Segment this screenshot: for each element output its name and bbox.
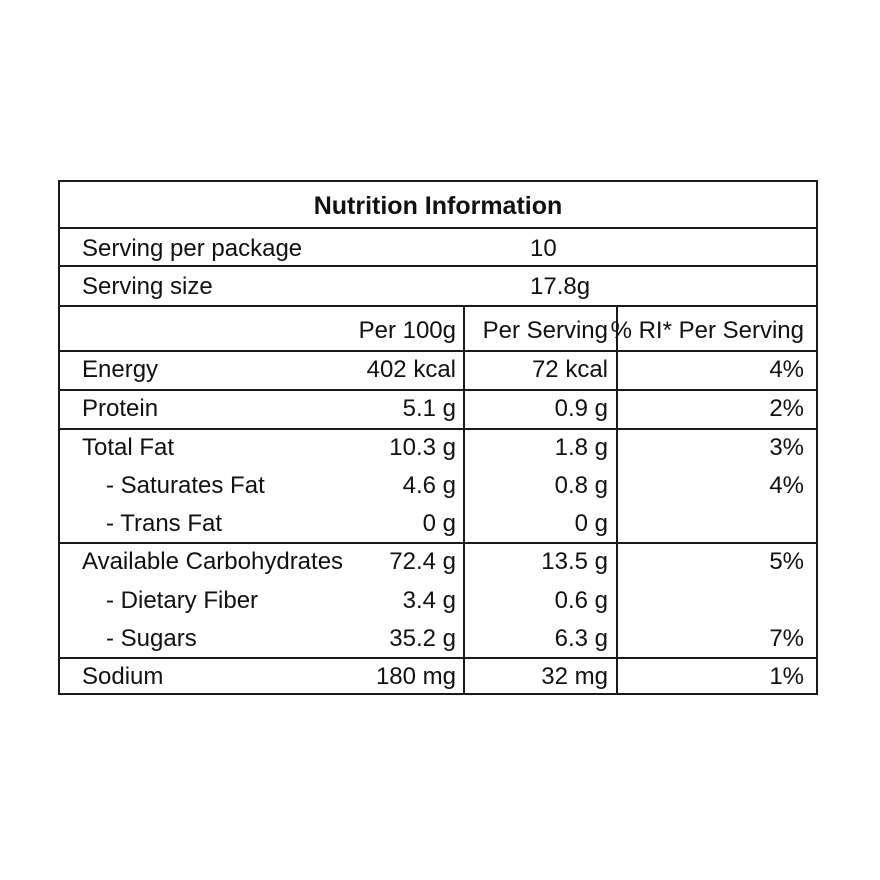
energy-per-serving: 72 kcal bbox=[531, 356, 608, 383]
table-title: Nutrition Information bbox=[313, 192, 563, 220]
serving-per-package-row: Serving per package 10 bbox=[60, 229, 816, 267]
title-row: Nutrition Information bbox=[60, 182, 816, 229]
protein-per100: 5.1 g bbox=[402, 395, 456, 422]
sugars-per100: 35.2 g bbox=[389, 625, 456, 652]
serving-size-row: Serving size 17.8g bbox=[60, 267, 816, 307]
energy-ri: 4% bbox=[769, 356, 804, 383]
energy-row: Energy 402 kcal 72 kcal 4% bbox=[60, 352, 816, 391]
serving-size-value: 17.8g bbox=[530, 273, 591, 300]
saturates-fat-per100: 4.6 g bbox=[402, 472, 456, 499]
col-header-per100: Per 100g bbox=[358, 317, 456, 344]
sodium-per-serving: 32 mg bbox=[541, 663, 608, 690]
total-fat-name: Total Fat bbox=[82, 434, 175, 461]
fiber-per100: 3.4 g bbox=[402, 587, 456, 614]
saturates-fat-per-serving: 0.8 g bbox=[554, 472, 608, 499]
total-fat-per100: 10.3 g bbox=[389, 434, 456, 461]
fat-group: Total Fat 10.3 g 1.8 g 3% - Saturates Fa… bbox=[60, 430, 816, 544]
sugars-name: - Sugars bbox=[106, 625, 197, 652]
sodium-name: Sodium bbox=[82, 663, 164, 690]
trans-fat-per-serving: 0 g bbox=[574, 510, 608, 537]
protein-per-serving: 0.9 g bbox=[554, 395, 608, 422]
serving-per-package-label: Serving per package bbox=[82, 235, 303, 262]
total-fat-per-serving: 1.8 g bbox=[554, 434, 608, 461]
carbohydrates-group: Available Carbohydrates 72.4 g 13.5 g 5%… bbox=[60, 544, 816, 659]
serving-per-package-value: 10 bbox=[530, 235, 557, 262]
col-header-ri: % RI* Per Serving bbox=[610, 317, 804, 344]
sodium-ri: 1% bbox=[769, 663, 804, 690]
protein-ri: 2% bbox=[769, 395, 804, 422]
energy-per100: 402 kcal bbox=[366, 356, 456, 383]
saturates-fat-name: - Saturates Fat bbox=[106, 472, 265, 499]
total-fat-ri: 3% bbox=[769, 434, 804, 461]
protein-name: Protein bbox=[82, 395, 159, 422]
col-header-per-serving: Per Serving bbox=[482, 317, 608, 344]
carbs-per-serving: 13.5 g bbox=[541, 548, 608, 575]
protein-row: Protein 5.1 g 0.9 g 2% bbox=[60, 391, 816, 430]
sodium-row: Sodium 180 mg 32 mg 1% bbox=[60, 659, 816, 695]
carbs-per100: 72.4 g bbox=[389, 548, 456, 575]
energy-name: Energy bbox=[82, 356, 159, 383]
trans-fat-name: - Trans Fat bbox=[106, 510, 223, 537]
carbs-name: Available Carbohydrates bbox=[82, 548, 344, 575]
trans-fat-per100: 0 g bbox=[422, 510, 456, 537]
carbs-ri: 5% bbox=[769, 548, 804, 575]
fiber-name: - Dietary Fiber bbox=[106, 587, 259, 614]
serving-size-label: Serving size bbox=[82, 273, 213, 300]
sugars-ri: 7% bbox=[769, 625, 804, 652]
sodium-per100: 180 mg bbox=[375, 663, 456, 690]
saturates-fat-ri: 4% bbox=[769, 472, 804, 499]
fiber-per-serving: 0.6 g bbox=[554, 587, 608, 614]
column-header-row: Per 100g Per Serving % RI* Per Serving bbox=[60, 307, 816, 352]
sugars-per-serving: 6.3 g bbox=[554, 625, 608, 652]
nutrition-table: Nutrition Information Serving per packag… bbox=[58, 180, 818, 695]
